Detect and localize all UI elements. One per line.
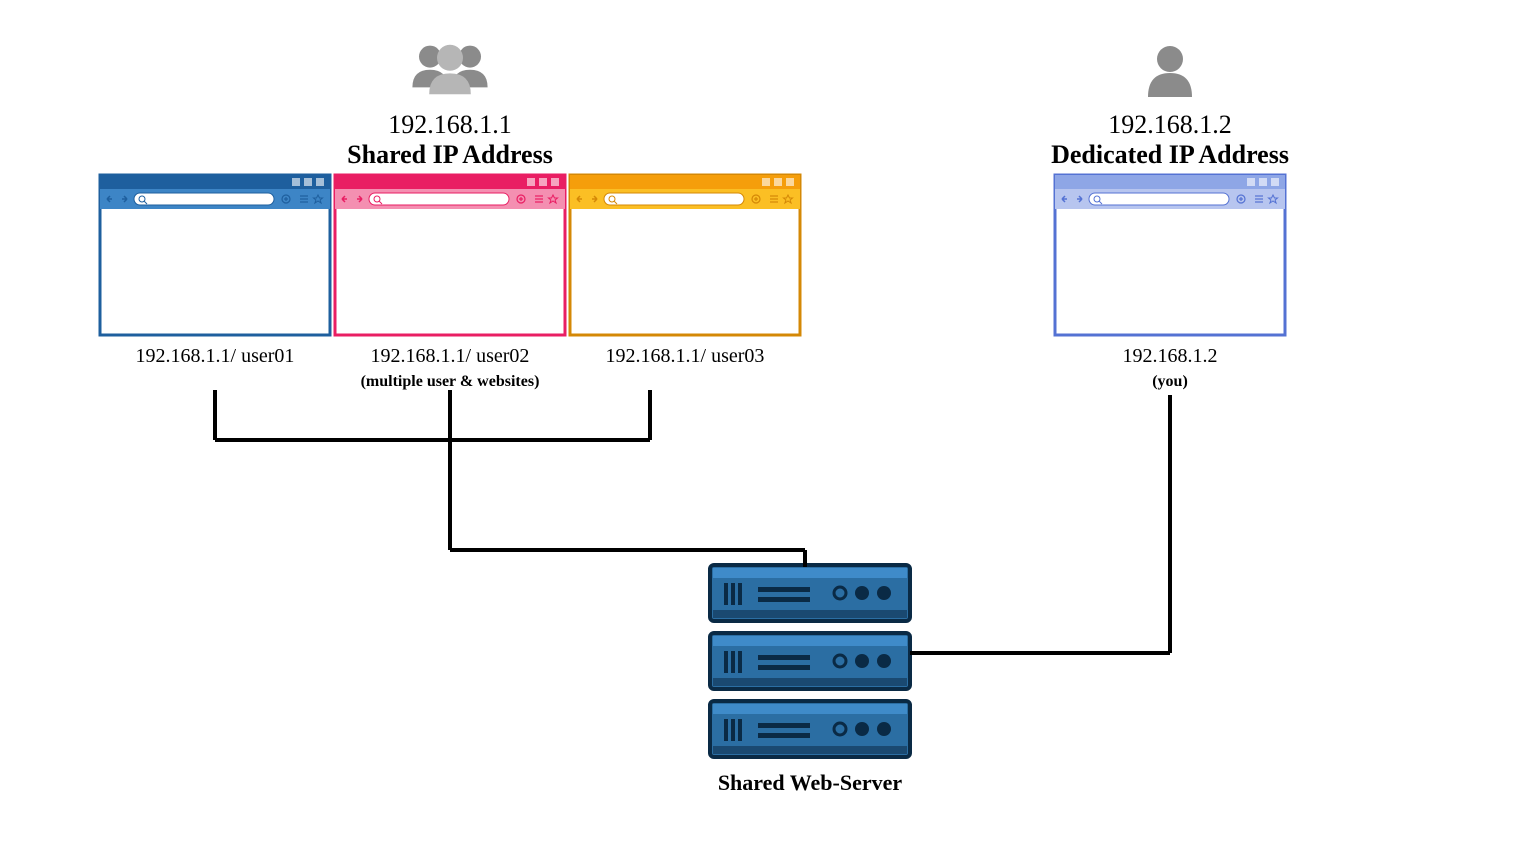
- browser-window-shared-0: [100, 175, 330, 335]
- shared-title: Shared IP Address: [260, 140, 640, 170]
- user-icon: [1148, 46, 1192, 97]
- users-group-icon: [412, 45, 487, 94]
- dedicated-browser-url: 192.168.1.2: [1055, 345, 1285, 368]
- server-label: Shared Web-Server: [700, 770, 920, 796]
- browser-window-shared-2: [570, 175, 800, 335]
- dedicated-subtitle: (you): [1055, 373, 1285, 391]
- connector-shared: [215, 390, 805, 567]
- connector-dedicated: [910, 395, 1170, 653]
- shared-ip-text: 192.168.1.1: [260, 110, 640, 140]
- shared-browser-1-url: 192.168.1.1/ user02: [335, 345, 565, 368]
- shared-browser-2-url: 192.168.1.1/ user03: [570, 345, 800, 368]
- browser-window-dedicated: [1055, 175, 1285, 335]
- dedicated-title: Dedicated IP Address: [1000, 140, 1340, 170]
- shared-subtitle: (multiple user & websites): [335, 373, 565, 391]
- server-stack-icon: [710, 565, 910, 757]
- dedicated-ip-text: 192.168.1.2: [1000, 110, 1340, 140]
- shared-browser-0-url: 192.168.1.1/ user01: [100, 345, 330, 368]
- browser-window-shared-1: [335, 175, 565, 335]
